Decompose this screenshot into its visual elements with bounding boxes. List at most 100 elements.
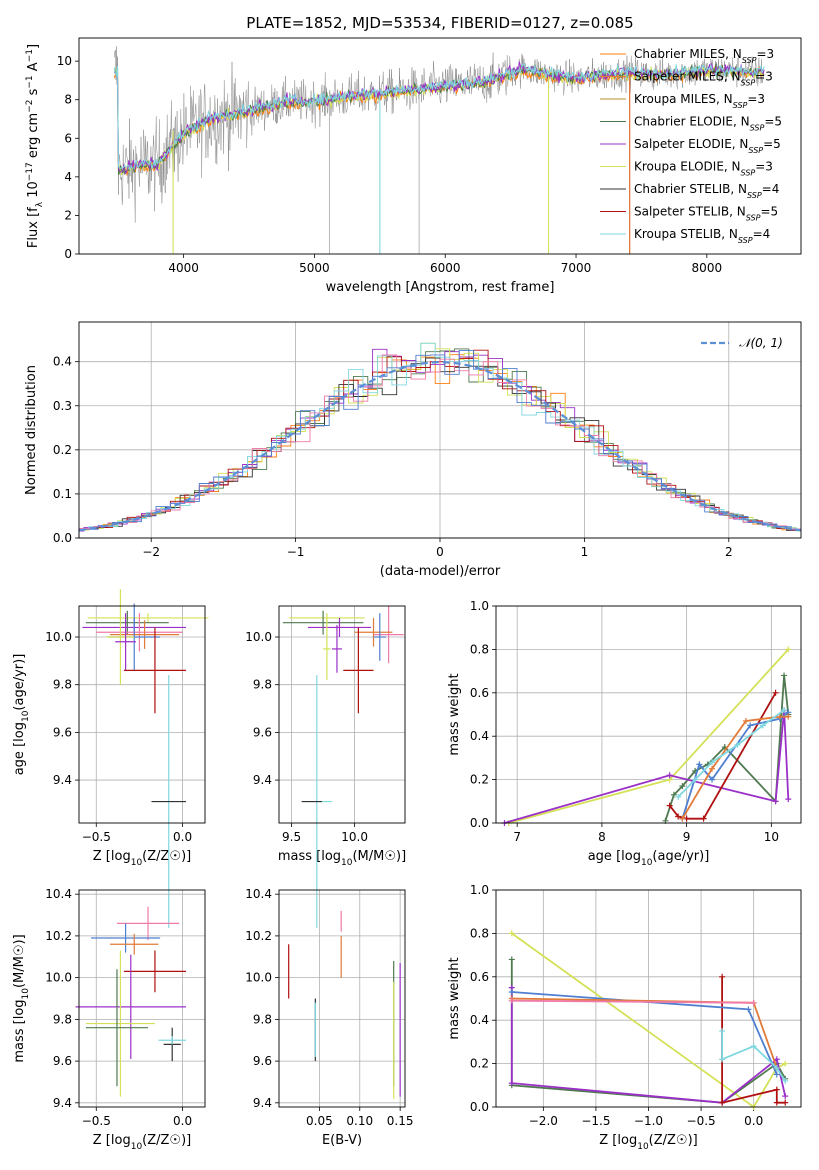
plot-area [501, 646, 792, 826]
legend: 𝒩(0, 1) [701, 336, 783, 350]
label-part: −2 [25, 100, 35, 113]
y-tick-label: 10.0 [45, 630, 72, 644]
plus-marker [776, 713, 783, 720]
x-tick-label: 4000 [168, 261, 199, 275]
plus-marker [782, 1093, 789, 1100]
x-tick-label: −1.5 [581, 1114, 610, 1128]
x-tick-label: 8000 [692, 261, 723, 275]
x-tick-label: −1 [287, 545, 305, 559]
legend-subscript: SSP [741, 168, 756, 177]
panel-age-vs-z: −0.5 0.09.49.69.810.0Z [log10(Z/Z☉)]age [… [12, 589, 209, 928]
label-part: s [26, 88, 41, 99]
x-tick-label: 7 [513, 830, 521, 844]
y-tick-label: 0.6 [470, 686, 489, 700]
y-axis-label: Flux [fλ 10−17 erg cm−2 s−1 A−1] [25, 44, 45, 248]
legend-value: =4 [762, 182, 780, 196]
label-part: 10 [131, 858, 143, 868]
plus-marker [773, 1099, 780, 1106]
label-part: mass [ [278, 849, 321, 864]
errorbar-point [354, 617, 393, 647]
label-part: log [617, 1133, 637, 1148]
x-tick-label: 7000 [561, 261, 592, 275]
y-tick-label: 9.6 [253, 725, 272, 739]
panel-residual-distribution: −2 −1 0 1 2 0.0 0.1 0.2 0.3 0.4 (data-model)/error… [24, 321, 802, 579]
plus-marker [719, 1099, 726, 1106]
y-tick-label: 2 [64, 208, 72, 222]
label-part: λ [35, 201, 45, 207]
label-part: erg cm [26, 113, 41, 162]
label-part: E(B-V) [322, 1133, 362, 1148]
x-axis-label: Z [log10(Z/Z☉)] [599, 1133, 697, 1152]
plus-marker [675, 793, 682, 800]
label-part: 10 [21, 710, 31, 722]
y-tick-label: 10.2 [45, 929, 72, 943]
legend-entry: Kroupa STELIB, NSSP=4 [634, 227, 770, 245]
plot-area [508, 930, 789, 1110]
label-part: 10 [26, 181, 41, 202]
x-tick-label: 9 [683, 830, 691, 844]
plus-marker [782, 1077, 789, 1084]
axes-frame [78, 889, 206, 1108]
y-axis-label: age [log10(age/yr)] [12, 654, 31, 776]
plus-marker [700, 815, 707, 822]
errorbar-point [75, 954, 187, 1060]
plus-marker [750, 1043, 757, 1050]
plot-area [282, 606, 404, 928]
label-part: log [621, 849, 641, 864]
legend-text: Salpeter ELODIE, N [634, 137, 748, 151]
legend-entry: Salpeter MILES, NSSP=3 [634, 70, 773, 88]
panel-mass-vs-z: −0.5 0.09.49.69.810.010.210.4Z [log10(Z/Z… [12, 887, 206, 1152]
y-tick-label: 0.0 [470, 1100, 489, 1114]
x-axis-label: Z [log10(Z/Z☉)] [93, 849, 191, 868]
plus-marker [709, 759, 716, 766]
plot-area [78, 342, 802, 538]
y-tick-label: 9.6 [53, 1054, 72, 1068]
y-tick-label: 9.6 [253, 1054, 272, 1068]
label-part: A [26, 62, 41, 75]
axes-frame [495, 605, 802, 824]
y-tick-label: 9.8 [53, 678, 72, 692]
series-line [511, 932, 786, 1109]
y-tick-label: 0.0 [470, 816, 489, 830]
plot-area [82, 589, 209, 928]
x-tick-label: −0.5 [82, 1114, 111, 1128]
axes-frame [78, 37, 802, 255]
label-part: wavelength [Angstrom, rest frame] [326, 280, 555, 295]
plus-marker [719, 1028, 726, 1035]
label-part: (age/yr)] [12, 654, 27, 711]
x-tick-label: 5000 [299, 261, 330, 275]
label-part: (Z/Z☉)] [649, 1133, 698, 1148]
label-part: −1 [25, 49, 35, 62]
plus-marker [696, 761, 703, 768]
plus-marker [670, 791, 677, 798]
x-tick-label: 9.5 [282, 830, 301, 844]
y-tick-label: 0.4 [53, 355, 72, 369]
y-tick-label: 10.0 [245, 971, 272, 985]
y-tick-label: 0.0 [53, 531, 72, 545]
histogram-step-line [78, 354, 801, 538]
y-tick-label: 0.2 [470, 1057, 489, 1071]
legend-text: Chabrier STELIB, N [634, 182, 747, 196]
label-part: mass weight [447, 957, 462, 1039]
legend-text: Kroupa STELIB, N [634, 227, 738, 241]
plus-marker [773, 1056, 780, 1063]
label-part: log [321, 849, 341, 864]
y-tick-label: 1.0 [470, 599, 489, 613]
legend-text: Salpeter MILES, N [634, 70, 741, 84]
legend-text: Chabrier MILES, N [634, 47, 742, 61]
label-part: 10 [637, 1142, 649, 1152]
legend-subscript: SSP [742, 56, 757, 65]
plot-area [288, 910, 401, 1099]
plus-marker [745, 1006, 752, 1013]
axes-frame [278, 605, 406, 824]
legend-value: =5 [764, 115, 782, 129]
figure-title: PLATE=1852, MJD=53534, FIBERID=0127, z=0… [246, 14, 633, 32]
y-tick-label: 9.4 [53, 1096, 72, 1110]
errorbar-point [158, 1036, 187, 1045]
label-part: −17 [25, 162, 35, 181]
plus-marker [772, 689, 779, 696]
plus-marker [773, 1086, 780, 1093]
x-tick-label: 0.0 [173, 830, 192, 844]
